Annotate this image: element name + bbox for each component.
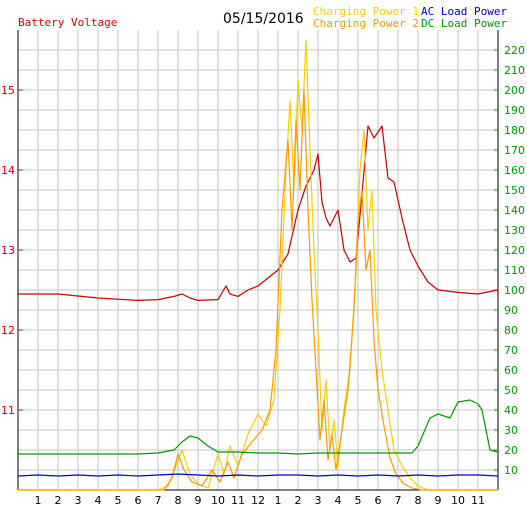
series-lines <box>17 39 499 491</box>
right-tick-label: 120 <box>504 244 525 257</box>
left-tick-label: 11 <box>1 404 15 417</box>
right-tick-label: 140 <box>504 204 525 217</box>
x-tick-label: 2 <box>55 494 62 507</box>
left-axis-label: Battery Voltage <box>18 16 118 29</box>
x-tick-label: 8 <box>175 494 182 507</box>
x-tick-label: 3 <box>75 494 82 507</box>
chart-axes <box>17 30 499 491</box>
right-tick-label: 130 <box>504 224 525 237</box>
left-tick-label: 12 <box>1 324 15 337</box>
right-tick-label: 70 <box>504 344 518 357</box>
x-tick-label: 5 <box>355 494 362 507</box>
x-tick-label: 12 <box>251 494 265 507</box>
x-tick-label: 2 <box>295 494 302 507</box>
x-tick-label: 8 <box>415 494 422 507</box>
x-tick-label: 7 <box>395 494 402 507</box>
x-tick-label: 7 <box>155 494 162 507</box>
x-tick-label: 10 <box>451 494 465 507</box>
right-tick-label: 50 <box>504 384 518 397</box>
legend-dc-load-power: DC Load Power <box>421 17 508 30</box>
x-tick-label: 9 <box>195 494 202 507</box>
series-line-charging-power-1 <box>18 39 498 491</box>
left-tick-label: 15 <box>1 84 15 97</box>
left-tick-label: 14 <box>1 164 15 177</box>
right-tick-label: 100 <box>504 284 525 297</box>
right-tick-label: 20 <box>504 444 518 457</box>
x-tick-label: 6 <box>375 494 382 507</box>
legend-charging-power-1: Charging Power 1 <box>313 5 419 18</box>
right-tick-label: 80 <box>504 324 518 337</box>
series-line-dc-load-power <box>18 399 499 455</box>
right-tick-label: 220 <box>504 44 525 57</box>
legend-ac-load-power: AC Load Power <box>421 5 508 18</box>
right-tick-label: 10 <box>504 464 518 477</box>
x-tick-label: 3 <box>315 494 322 507</box>
chart-title: 05/15/2016 <box>223 11 304 27</box>
right-tick-label: 60 <box>504 364 518 377</box>
x-tick-label: 11 <box>231 494 245 507</box>
x-tick-label: 9 <box>435 494 442 507</box>
left-tick-label: 13 <box>1 244 15 257</box>
x-tick-label: 1 <box>275 494 282 507</box>
tick-labels: 1514131211102030405060708090100110120130… <box>1 44 525 507</box>
right-tick-label: 190 <box>504 104 525 117</box>
right-tick-label: 210 <box>504 64 525 77</box>
right-tick-label: 150 <box>504 184 525 197</box>
right-tick-label: 200 <box>504 84 525 97</box>
right-tick-label: 160 <box>504 164 525 177</box>
x-tick-label: 6 <box>135 494 142 507</box>
x-tick-label: 5 <box>115 494 122 507</box>
x-tick-label: 4 <box>95 494 102 507</box>
x-tick-label: 4 <box>335 494 342 507</box>
right-tick-label: 30 <box>504 424 518 437</box>
right-tick-label: 180 <box>504 124 525 137</box>
series-line-battery-voltage <box>18 125 499 301</box>
right-tick-label: 170 <box>504 144 525 157</box>
x-tick-label: 1 <box>35 494 42 507</box>
right-tick-label: 90 <box>504 304 518 317</box>
legend-charging-power-2: Charging Power 2 <box>313 17 419 30</box>
right-tick-label: 40 <box>504 404 518 417</box>
chart-grid <box>18 30 498 490</box>
x-tick-label: 11 <box>471 494 485 507</box>
series-line-ac-load-power <box>17 473 499 477</box>
x-tick-label: 10 <box>211 494 225 507</box>
right-tick-label: 110 <box>504 264 525 277</box>
